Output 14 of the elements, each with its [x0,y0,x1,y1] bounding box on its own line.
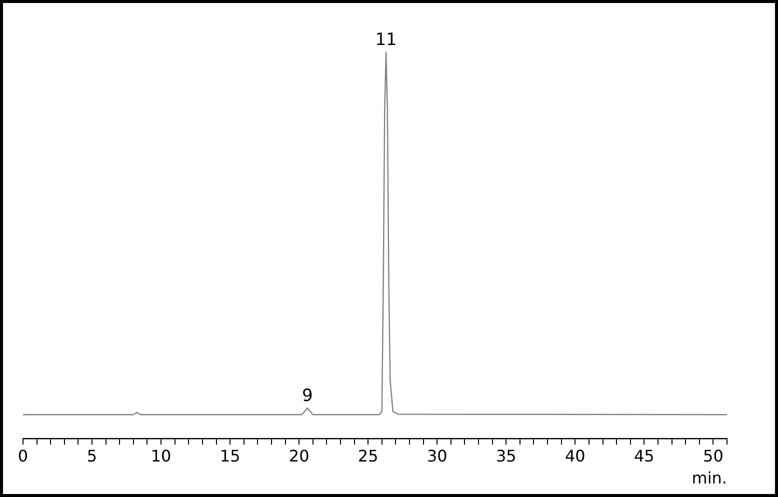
x-tick-label: 25 [358,446,378,466]
x-tick-label: 15 [220,446,240,466]
annotation: 11 [375,30,397,50]
x-tick-label: 5 [86,446,98,466]
x-tick-label: 30 [426,446,448,466]
annotation: 9 [302,386,313,406]
x-tick-label: 35 [496,446,516,466]
x-tick-label: 0 [18,446,28,466]
x-tick-label: 20 [288,446,310,466]
x-tick-label: 10 [150,446,172,466]
x-axis-title: min. [692,468,727,488]
x-tick-label: 40 [564,446,586,466]
x-tick-label: 45 [634,446,654,466]
x-tick-label: 50 [703,446,724,466]
